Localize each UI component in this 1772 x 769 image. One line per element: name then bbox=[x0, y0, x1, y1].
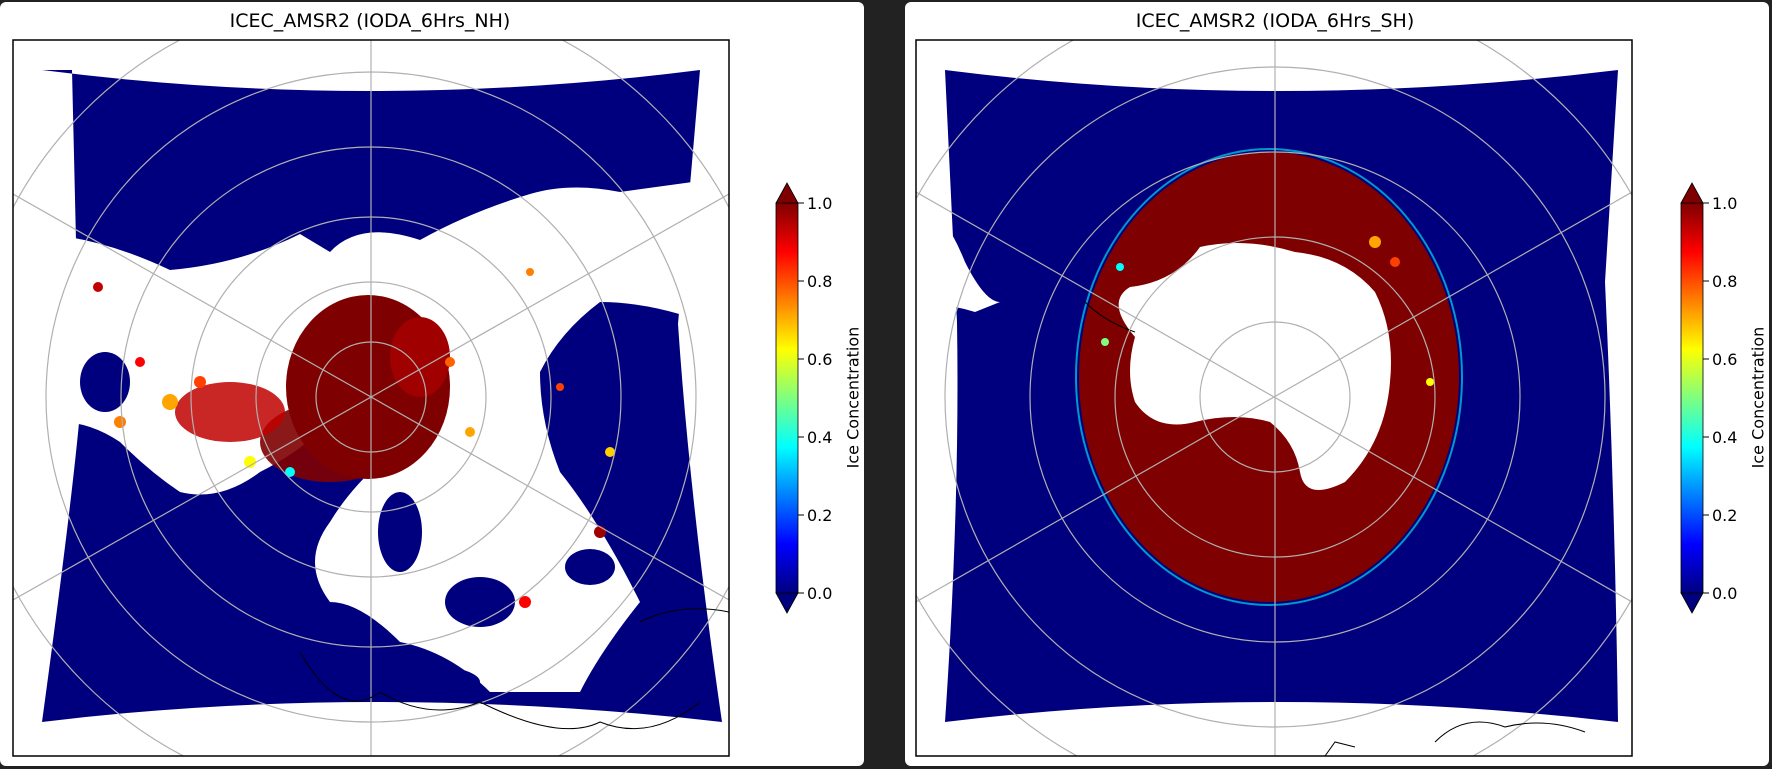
cbar-tick-sh: 0.4 bbox=[1712, 428, 1738, 447]
cbar-tick-nh: 0.2 bbox=[807, 506, 833, 525]
cbar-tick-nh: 0.0 bbox=[807, 584, 833, 603]
cbar-tick-nh: 0.8 bbox=[807, 272, 833, 291]
land-nh bbox=[13, 177, 729, 692]
colorbar-label-sh: Ice Concentration bbox=[1748, 326, 1768, 469]
cbar-tick-nh: 1.0 bbox=[807, 194, 833, 213]
map-panel-sh: ICEC_AMSR2 (IODA_6Hrs_SH) bbox=[905, 2, 1769, 766]
cbar-tick-nh: 0.6 bbox=[807, 350, 833, 369]
map-title-sh: ICEC_AMSR2 (IODA_6Hrs_SH) bbox=[1135, 10, 1415, 32]
map-title-nh: ICEC_AMSR2 (IODA_6Hrs_NH) bbox=[229, 10, 511, 32]
colorbar-sh bbox=[1680, 182, 1709, 614]
cbar-tick-sh: 0.6 bbox=[1712, 350, 1738, 369]
ice-edge-nh bbox=[93, 268, 615, 608]
colorbar-nh bbox=[775, 182, 804, 614]
map-plot-nh bbox=[12, 39, 804, 757]
graticule-sh bbox=[916, 40, 1632, 756]
cbar-tick-nh: 0.4 bbox=[807, 428, 833, 447]
map-panel-nh: ICEC_AMSR2 (IODA_6Hrs_NH) bbox=[0, 2, 864, 766]
map-plot-sh bbox=[915, 39, 1709, 757]
cbar-tick-sh: 0.2 bbox=[1712, 506, 1738, 525]
cbar-tick-sh: 1.0 bbox=[1712, 194, 1738, 213]
colorbar-label-nh: Ice Concentration bbox=[843, 326, 863, 469]
map-area-nh bbox=[13, 40, 729, 756]
land-antarctica bbox=[1118, 243, 1391, 490]
graticule-nh bbox=[13, 40, 729, 756]
map-area-sh bbox=[916, 40, 1632, 756]
cbar-tick-sh: 0.8 bbox=[1712, 272, 1738, 291]
land-south-america bbox=[916, 192, 1000, 312]
ice-edge-sh bbox=[1101, 236, 1434, 386]
cbar-tick-sh: 0.0 bbox=[1712, 584, 1738, 603]
